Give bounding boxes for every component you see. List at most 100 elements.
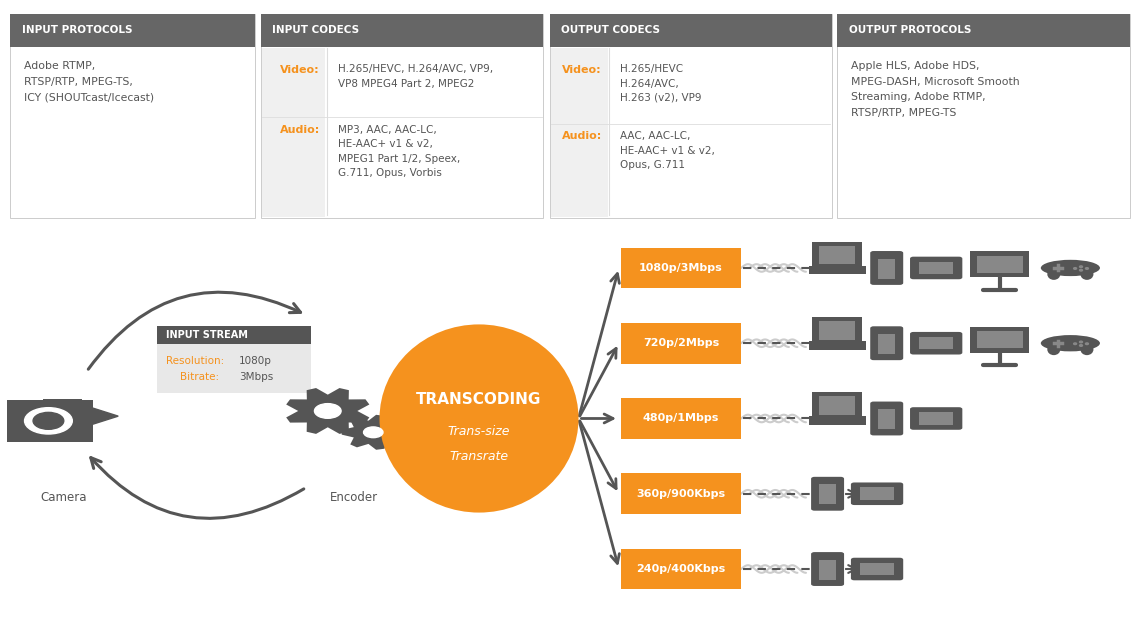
Text: Video:: Video: [562, 66, 602, 76]
FancyBboxPatch shape [621, 248, 741, 289]
FancyBboxPatch shape [157, 326, 311, 345]
FancyBboxPatch shape [549, 14, 831, 47]
Text: Transrate: Transrate [449, 450, 508, 462]
Text: 240p/400Kbps: 240p/400Kbps [636, 564, 725, 574]
FancyBboxPatch shape [970, 326, 1029, 353]
Text: Camera: Camera [41, 491, 87, 503]
Text: OUTPUT PROTOCOLS: OUTPUT PROTOCOLS [848, 25, 971, 35]
FancyBboxPatch shape [977, 256, 1023, 273]
FancyBboxPatch shape [812, 318, 862, 343]
FancyBboxPatch shape [819, 396, 855, 415]
Circle shape [1080, 341, 1083, 343]
FancyBboxPatch shape [878, 258, 895, 278]
FancyBboxPatch shape [870, 251, 903, 285]
FancyBboxPatch shape [811, 477, 844, 511]
Circle shape [1085, 343, 1089, 345]
Circle shape [33, 413, 64, 429]
FancyBboxPatch shape [837, 14, 1130, 218]
FancyBboxPatch shape [812, 392, 862, 419]
FancyBboxPatch shape [919, 261, 953, 274]
FancyBboxPatch shape [878, 409, 895, 429]
Text: INPUT PROTOCOLS: INPUT PROTOCOLS [22, 25, 132, 35]
Text: 480p/1Mbps: 480p/1Mbps [643, 413, 719, 423]
Text: H.265/HEVC
H.264/AVC,
H.263 (v2), VP9: H.265/HEVC H.264/AVC, H.263 (v2), VP9 [620, 64, 701, 103]
Text: Apple HLS, Adobe HDS,
MPEG-DASH, Microsoft Smooth
Streaming, Adobe RTMP,
RTSP/RT: Apple HLS, Adobe HDS, MPEG-DASH, Microso… [850, 61, 1019, 118]
Circle shape [1074, 343, 1076, 345]
Text: Bitrate:: Bitrate: [180, 372, 219, 382]
FancyBboxPatch shape [549, 14, 831, 218]
FancyBboxPatch shape [262, 49, 326, 117]
FancyBboxPatch shape [621, 323, 741, 364]
Circle shape [1080, 345, 1083, 346]
FancyBboxPatch shape [919, 337, 953, 350]
FancyBboxPatch shape [870, 401, 903, 435]
FancyBboxPatch shape [551, 123, 608, 217]
Text: H.265/HEVC, H.264/AVC, VP9,
VP8 MPEG4 Part 2, MPEG2: H.265/HEVC, H.264/AVC, VP9, VP8 MPEG4 Pa… [337, 64, 494, 88]
Circle shape [1080, 266, 1083, 268]
FancyBboxPatch shape [812, 242, 862, 268]
Text: 720p/2Mbps: 720p/2Mbps [643, 338, 719, 348]
FancyBboxPatch shape [977, 331, 1023, 348]
FancyBboxPatch shape [860, 488, 894, 500]
FancyBboxPatch shape [870, 326, 903, 360]
Ellipse shape [1041, 335, 1100, 352]
Text: OUTPUT CODECS: OUTPUT CODECS [561, 25, 660, 35]
Text: 1080p/3Mbps: 1080p/3Mbps [640, 263, 723, 273]
FancyBboxPatch shape [819, 559, 836, 580]
FancyBboxPatch shape [819, 321, 855, 340]
Ellipse shape [1081, 344, 1093, 355]
Polygon shape [286, 388, 369, 434]
Text: Resolution:: Resolution: [166, 356, 225, 366]
Text: Video:: Video: [280, 66, 320, 76]
FancyBboxPatch shape [878, 334, 895, 354]
Text: Audio:: Audio: [562, 131, 602, 141]
FancyBboxPatch shape [819, 484, 836, 505]
FancyBboxPatch shape [850, 483, 903, 505]
Text: 1080p: 1080p [239, 356, 272, 366]
Circle shape [1085, 268, 1089, 269]
Text: MP3, AAC, AAC-LC,
HE-AAC+ v1 & v2,
MPEG1 Part 1/2, Speex,
G.711, Opus, Vorbis: MP3, AAC, AAC-LC, HE-AAC+ v1 & v2, MPEG1… [337, 125, 461, 178]
FancyBboxPatch shape [860, 563, 894, 575]
Ellipse shape [1048, 344, 1060, 355]
FancyBboxPatch shape [910, 256, 962, 279]
FancyBboxPatch shape [261, 14, 543, 47]
Polygon shape [342, 415, 404, 450]
Ellipse shape [1048, 268, 1060, 280]
FancyBboxPatch shape [808, 266, 865, 275]
FancyBboxPatch shape [910, 332, 962, 355]
Text: INPUT CODECS: INPUT CODECS [272, 25, 359, 35]
FancyBboxPatch shape [621, 398, 741, 439]
Text: 3Mbps: 3Mbps [239, 372, 274, 382]
FancyBboxPatch shape [910, 407, 962, 430]
Circle shape [1080, 270, 1083, 271]
Text: Adobe RTMP,
RTSP/RTP, MPEG-TS,
ICY (SHOUTcast/Icecast): Adobe RTMP, RTSP/RTP, MPEG-TS, ICY (SHOU… [24, 61, 154, 102]
Text: 360p/900Kbps: 360p/900Kbps [636, 489, 725, 499]
FancyBboxPatch shape [43, 399, 82, 409]
Text: Encoder: Encoder [329, 491, 378, 503]
Circle shape [364, 427, 383, 438]
FancyBboxPatch shape [837, 14, 1130, 47]
Circle shape [25, 408, 72, 434]
Text: AAC, AAC-LC,
HE-AAC+ v1 & v2,
Opus, G.711: AAC, AAC-LC, HE-AAC+ v1 & v2, Opus, G.71… [620, 131, 715, 170]
FancyBboxPatch shape [621, 473, 741, 514]
Text: TRANSCODING: TRANSCODING [416, 392, 542, 407]
Circle shape [1074, 268, 1076, 269]
FancyBboxPatch shape [808, 416, 865, 425]
Ellipse shape [1041, 260, 1100, 276]
FancyBboxPatch shape [819, 246, 855, 265]
FancyBboxPatch shape [970, 251, 1029, 277]
FancyBboxPatch shape [262, 117, 326, 217]
FancyBboxPatch shape [919, 412, 953, 425]
Text: Trans-size: Trans-size [448, 425, 511, 438]
Text: INPUT STREAM: INPUT STREAM [166, 330, 249, 340]
Circle shape [315, 404, 341, 418]
Ellipse shape [380, 324, 578, 513]
FancyBboxPatch shape [157, 326, 311, 393]
FancyBboxPatch shape [621, 549, 741, 590]
FancyBboxPatch shape [10, 14, 255, 47]
FancyBboxPatch shape [261, 14, 543, 218]
FancyBboxPatch shape [10, 14, 255, 218]
Text: Audio:: Audio: [279, 125, 320, 135]
FancyBboxPatch shape [7, 399, 93, 442]
FancyBboxPatch shape [551, 49, 608, 123]
